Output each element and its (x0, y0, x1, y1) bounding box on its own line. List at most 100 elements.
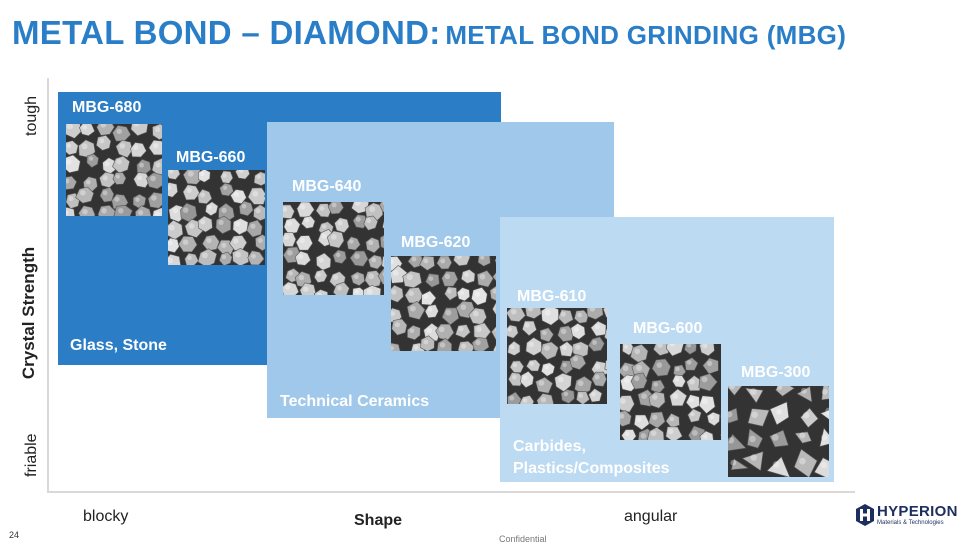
crystal-highlight (525, 323, 530, 328)
crystal-highlight (473, 311, 479, 317)
crystal-highlight (558, 377, 564, 383)
crystal-highlight (428, 307, 432, 311)
crystal-highlight (189, 223, 195, 229)
region-label-carbides-plastics: Carbides, Plastics/Composites (513, 436, 670, 480)
crystal-highlight (187, 188, 192, 193)
crystal-highlight (116, 175, 120, 179)
crystal-highlight (475, 340, 480, 345)
crystal-highlight (530, 362, 534, 366)
crystal-highlight (564, 392, 569, 397)
x-axis-left-label: blocky (83, 508, 128, 526)
crystal-highlight (509, 396, 514, 401)
crystal-highlight (120, 143, 126, 149)
crystal-highlight (670, 417, 675, 422)
crystal-highlight (322, 234, 327, 239)
crystal-highlight (689, 379, 695, 385)
crystal-highlight (595, 364, 601, 370)
crystal-highlight (133, 145, 138, 150)
crystal-highlight (541, 397, 546, 402)
crystal-highlight (728, 437, 734, 443)
micrograph-texture (283, 202, 384, 295)
crystal-highlight (366, 218, 371, 223)
crystal-highlight (634, 376, 639, 381)
region-label-line-2: Plastics/Composites (513, 458, 670, 480)
crystal-highlight (751, 454, 757, 460)
crystal-highlight (407, 274, 413, 280)
crystal-highlight (578, 393, 583, 398)
crystal-highlight (821, 462, 827, 468)
crystal-highlight (803, 412, 810, 419)
logo-tagline: Materials & Technologies (877, 520, 944, 526)
crystal-highlight (368, 273, 374, 279)
crystal-highlight (445, 274, 450, 279)
crystal-highlight (710, 415, 714, 419)
crystal-highlight (369, 206, 375, 212)
micrograph-texture (620, 344, 721, 440)
crystal-highlight (173, 208, 178, 213)
crystal-highlight (799, 458, 806, 465)
crystal-highlight (654, 382, 658, 386)
crystal-highlight (636, 365, 642, 371)
crystal-highlight (82, 143, 88, 149)
crystal-highlight (480, 274, 486, 280)
crystal-highlight (105, 161, 110, 166)
crystal-highlight (222, 255, 226, 259)
crystal-highlight (223, 174, 227, 178)
micrograph-mbg-610 (507, 308, 607, 404)
micrograph-mbg-620 (391, 256, 496, 351)
crystal-highlight (317, 272, 321, 276)
confidential-notice: Confidential (499, 534, 547, 544)
crystal-grain (283, 233, 296, 247)
crystal-highlight (332, 203, 337, 208)
crystal-highlight (299, 275, 304, 280)
crystal-highlight (460, 291, 464, 295)
crystal-highlight (750, 388, 757, 395)
y-axis-line (47, 78, 49, 492)
crystal-highlight (623, 365, 629, 371)
crystal-highlight (408, 291, 414, 297)
product-label-mbg-300: MBG-300 (741, 364, 810, 382)
title-main: METAL BOND – DIAMOND: (12, 14, 441, 51)
crystal-highlight (692, 430, 698, 436)
crystal-highlight (749, 436, 756, 443)
crystal-highlight (512, 375, 517, 380)
crystal-highlight (445, 310, 451, 316)
crystal-highlight (82, 125, 87, 130)
crystal-highlight (513, 363, 517, 367)
crystal-highlight (331, 234, 337, 240)
micrograph-mbg-680 (66, 124, 162, 216)
crystal-highlight (336, 253, 340, 257)
crystal-highlight (223, 186, 227, 190)
crystal-highlight (690, 412, 694, 416)
crystal-highlight (349, 239, 353, 243)
crystal-highlight (80, 190, 86, 196)
crystal-highlight (652, 394, 657, 399)
crystal-highlight (461, 304, 467, 310)
crystal-highlight (303, 287, 308, 292)
crystal-highlight (89, 157, 93, 161)
crystal-highlight (776, 409, 782, 415)
page-number: 24 (9, 530, 19, 540)
crystal-highlight (574, 327, 579, 332)
crystal-highlight (544, 365, 548, 369)
crystal-highlight (233, 238, 238, 243)
crystal-highlight (202, 252, 208, 258)
micrograph-texture (728, 386, 829, 477)
crystal-highlight (476, 326, 482, 332)
product-label-mbg-600: MBG-600 (633, 320, 702, 338)
crystal-highlight (135, 198, 139, 202)
crystal-highlight (221, 243, 226, 248)
crystal-highlight (395, 322, 400, 327)
crystal-highlight (393, 270, 399, 276)
crystal-highlight (200, 219, 205, 224)
crystal-highlight (773, 461, 780, 468)
x-axis-right-label: angular (624, 508, 677, 526)
crystal-highlight (250, 224, 255, 229)
crystal-highlight (510, 345, 514, 349)
crystal-highlight (464, 272, 469, 277)
crystal-highlight (100, 139, 105, 144)
crystal-highlight (183, 239, 189, 245)
crystal-highlight (155, 127, 160, 132)
crystal-highlight (561, 329, 567, 335)
crystal-highlight (206, 238, 211, 243)
